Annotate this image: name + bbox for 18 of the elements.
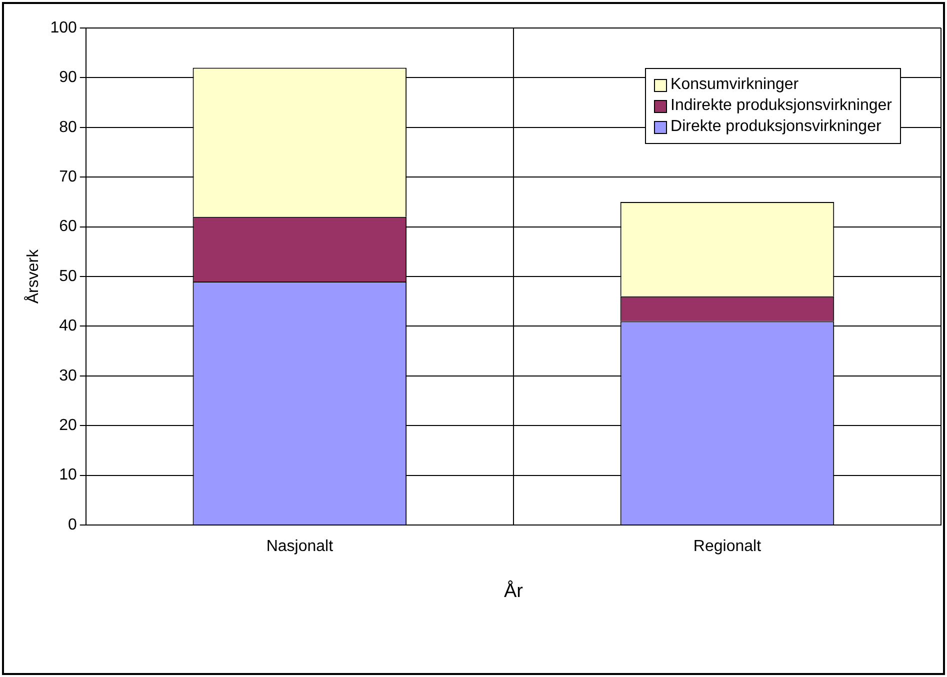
y-tick-label: 30 (59, 367, 77, 384)
y-tick-label: 60 (59, 218, 77, 236)
x-tick-label: Regionalt (693, 538, 762, 556)
y-tick-label: 100 (50, 19, 77, 36)
y-tick-label: 40 (59, 318, 77, 335)
y-tick-label: 80 (59, 118, 77, 136)
y-tick-label: 90 (59, 69, 77, 86)
x-tick-label: Nasjonalt (266, 538, 334, 556)
y-tick-label: 70 (59, 168, 77, 186)
y-tick-label: 10 (59, 466, 77, 484)
y-tick-label: 0 (68, 516, 77, 534)
x-axis-title: År (504, 580, 524, 602)
y-axis-title: Årsverk (24, 248, 42, 304)
y-tick-label: 50 (59, 268, 77, 285)
legend-label: Direkte produksjonsvirkninger (670, 118, 882, 136)
legend-label: Indirekte produksjonsvirkninger (670, 97, 892, 115)
y-tick-label: 20 (59, 417, 77, 434)
legend-label: Konsumvirkninger (670, 76, 799, 94)
